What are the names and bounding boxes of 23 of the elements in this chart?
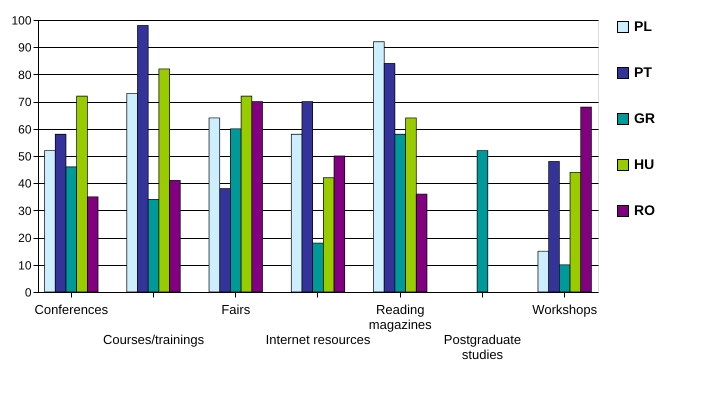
x-tick-label: Courses/trainings	[102, 332, 205, 347]
x-tick-label: Fairs	[221, 302, 251, 317]
y-tick-label: 70	[18, 95, 32, 110]
y-tick-label: 90	[18, 40, 32, 55]
y-tick-label: 50	[18, 150, 32, 164]
y-tick-label: 20	[18, 231, 32, 246]
x-tick-label: Reading magazines	[368, 302, 432, 332]
y-tick-label: 0	[24, 286, 32, 300]
legend-label: RO	[634, 202, 656, 218]
x-tick-label: Postgraduate studies	[444, 332, 522, 362]
legend-label: GR	[634, 110, 655, 126]
x-tick-label: Internet resources	[266, 332, 371, 347]
legend-label: HU	[634, 156, 654, 172]
y-tick-label: 30	[18, 204, 32, 218]
y-tick-label: 40	[18, 176, 32, 191]
legend-label: PT	[634, 64, 652, 80]
x-tick-label: Conferences	[34, 302, 109, 317]
y-tick-label: 100	[11, 14, 32, 28]
legend-label: PL	[634, 18, 652, 34]
y-tick-label: 10	[18, 258, 32, 272]
y-tick-label: 80	[18, 68, 32, 82]
x-tick-label: Workshops	[532, 302, 598, 317]
y-tick-label: 60	[18, 122, 32, 136]
